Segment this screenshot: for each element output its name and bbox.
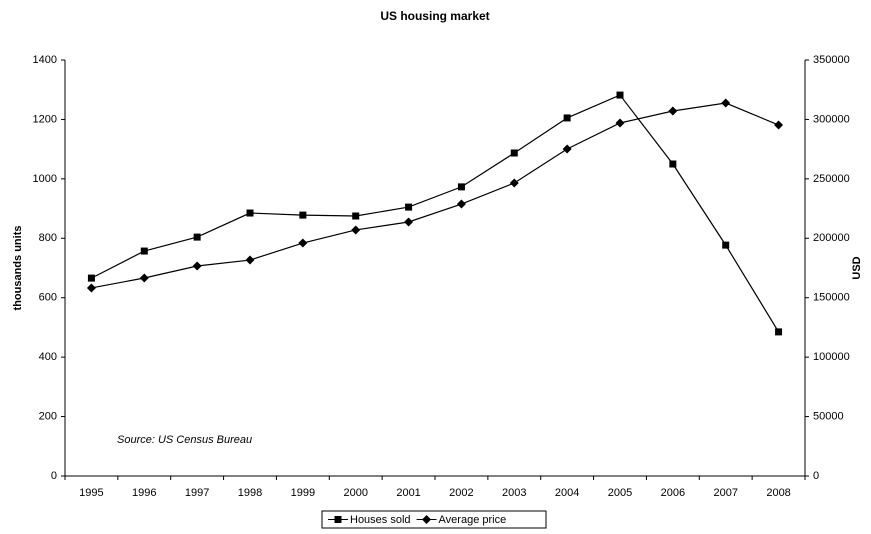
marker [615,118,625,128]
x-tick-label: 1999 [291,487,315,499]
y-tick-label: 1200 [33,113,57,125]
x-tick-label: 2003 [502,487,526,499]
x-tick-label: 2006 [661,487,685,499]
y-tick-label: 1000 [33,173,57,185]
marker [139,273,149,283]
x-tick-label: 2002 [449,487,473,499]
y-tick-label: 800 [39,232,57,244]
marker [404,217,414,227]
x-tick-label: 2000 [343,487,367,499]
series-line [91,102,779,289]
y-tick-label: 600 [39,292,57,304]
marker [351,225,361,235]
y2-tick-label: 350000 [813,54,850,66]
marker [192,261,202,271]
annotation: Source: US Census Bureau [117,434,252,446]
y-tick-label: 0 [51,470,57,482]
marker [457,183,465,191]
y-tick-label: 1400 [33,54,57,66]
legend-label: Houses sold [350,514,411,526]
marker [456,199,466,209]
x-tick-label: 1998 [238,487,262,499]
marker [616,91,624,99]
y-tick-label: 400 [39,351,57,363]
x-tick-label: 2001 [396,487,420,499]
marker [562,144,572,154]
marker [668,106,678,116]
y2-tick-label: 150000 [813,292,850,304]
marker [193,233,201,241]
marker [722,241,730,249]
marker [140,247,148,255]
y2-tick-label: 250000 [813,173,850,185]
y-axis-title: thousands units [12,226,24,311]
y2-tick-label: 100000 [813,351,850,363]
x-tick-label: 2005 [608,487,632,499]
y2-axis-title: USD [851,256,863,279]
marker [298,238,308,248]
x-tick-label: 1996 [132,487,156,499]
marker [422,515,432,524]
marker [87,274,95,282]
marker [563,114,571,122]
marker [299,211,307,219]
marker [334,516,342,523]
x-tick-label: 2008 [766,487,790,499]
marker [721,98,731,108]
marker [245,255,255,265]
marker [86,283,96,293]
legend-label: Average price [439,514,507,526]
marker [775,328,783,336]
y-tick-label: 200 [39,410,57,422]
y2-tick-label: 300000 [813,113,850,125]
chart-title: US housing market [380,9,489,23]
marker [352,212,360,220]
marker [669,160,677,168]
x-tick-label: 2007 [713,487,737,499]
marker [405,203,413,211]
y2-tick-label: 0 [813,470,819,482]
y2-tick-label: 200000 [813,232,850,244]
x-tick-label: 1997 [185,487,209,499]
x-tick-label: 1995 [79,487,103,499]
x-tick-label: 2004 [555,487,579,499]
marker [774,120,784,130]
y2-tick-label: 50000 [813,410,844,422]
marker [510,149,518,157]
marker [246,209,254,217]
series-line [91,94,780,333]
marker [509,178,519,188]
